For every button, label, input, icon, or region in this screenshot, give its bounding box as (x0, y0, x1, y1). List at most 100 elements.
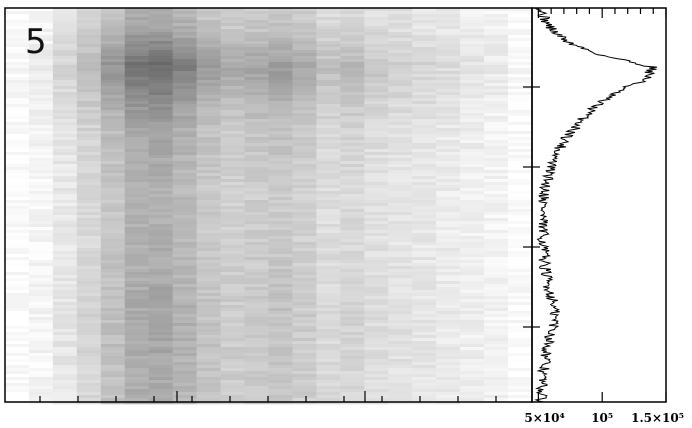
heatmap-cell (316, 125, 341, 129)
heatmap-column (196, 8, 222, 405)
heatmap-cell (28, 44, 54, 48)
heatmap-cell (148, 128, 174, 132)
heatmap-cell (28, 227, 54, 231)
heatmap-cell (388, 386, 413, 390)
heatmap-cell (220, 314, 246, 318)
heatmap-cell (316, 233, 341, 237)
heatmap-cell (268, 122, 294, 126)
heatmap-cell (436, 266, 461, 270)
heatmap-cell (412, 110, 437, 114)
heatmap-cell (484, 287, 509, 291)
heatmap-cell (268, 236, 294, 240)
heatmap-cell (484, 245, 509, 249)
heatmap-cell (28, 206, 54, 210)
heatmap-cell (244, 62, 270, 66)
heatmap-cell (148, 161, 174, 165)
heatmap-cell (436, 281, 461, 285)
heatmap-cell (244, 314, 270, 318)
heatmap-cell (100, 257, 126, 261)
heatmap-cell (388, 161, 413, 165)
heatmap-cell (460, 8, 485, 12)
heatmap-cell (100, 389, 126, 393)
heatmap-cell (52, 296, 78, 300)
heatmap-cell (196, 83, 222, 87)
heatmap-cell (52, 365, 78, 369)
heatmap-cell (436, 377, 461, 381)
heatmap-cell (436, 92, 461, 96)
heatmap-cell (292, 29, 317, 33)
heatmap-cell (412, 98, 437, 102)
heatmap-cell (196, 116, 222, 120)
heatmap-cell (460, 371, 485, 375)
heatmap-cell (5, 131, 30, 135)
heatmap-cell (52, 140, 78, 144)
heatmap-cell (5, 278, 30, 282)
heatmap-cell (244, 389, 270, 393)
heatmap-cell (268, 197, 294, 201)
heatmap-cell (52, 167, 78, 171)
heatmap-cell (244, 377, 270, 381)
heatmap-cell (268, 86, 294, 90)
heatmap-cell (508, 20, 533, 24)
heatmap-cell (364, 389, 389, 393)
heatmap-cell (220, 380, 246, 384)
heatmap-cell (76, 110, 102, 114)
heatmap-cell (28, 200, 54, 204)
heatmap-cell (436, 44, 461, 48)
heatmap-cell (196, 344, 222, 348)
heatmap-cell (100, 245, 126, 249)
heatmap-cell (436, 338, 461, 342)
heatmap-cell (28, 113, 54, 117)
heatmap-cell (340, 26, 365, 30)
heatmap-cell (100, 140, 126, 144)
heatmap-cell (5, 125, 30, 129)
heatmap-cell (28, 353, 54, 357)
heatmap-cell (340, 188, 365, 192)
heatmap-column (76, 8, 102, 405)
heatmap-cell (244, 278, 270, 282)
heatmap-cell (388, 71, 413, 75)
heatmap-cell (196, 296, 222, 300)
heatmap-cell (292, 329, 317, 333)
heatmap-cell (508, 170, 533, 174)
heatmap-cell (244, 161, 270, 165)
heatmap-cell (436, 356, 461, 360)
heatmap-cell (292, 221, 317, 225)
heatmap-cell (244, 32, 270, 36)
heatmap-cell (148, 53, 174, 57)
heatmap-column (172, 8, 198, 405)
heatmap-cell (52, 155, 78, 159)
heatmap-cell (148, 290, 174, 294)
heatmap-cell (148, 65, 174, 69)
heatmap-cell (76, 86, 102, 90)
heatmap-cell (52, 227, 78, 231)
heatmap-cell (148, 47, 174, 51)
heatmap-cell (412, 116, 437, 120)
profile-xtick-label: 5×10⁴ (524, 411, 564, 425)
heatmap-cell (220, 146, 246, 150)
heatmap-cell (340, 257, 365, 261)
heatmap-cell (76, 134, 102, 138)
heatmap-cell (28, 143, 54, 147)
heatmap-cell (364, 95, 389, 99)
heatmap-cell (412, 125, 437, 129)
heatmap-cell (28, 224, 54, 228)
heatmap-cell (52, 338, 78, 342)
heatmap-cell (100, 311, 126, 315)
heatmap-cell (436, 182, 461, 186)
heatmap-cell (28, 365, 54, 369)
heatmap-cell (124, 173, 150, 177)
heatmap-cell (124, 218, 150, 222)
heatmap-cell (196, 203, 222, 207)
heatmap-cell (484, 146, 509, 150)
heatmap-cell (436, 50, 461, 54)
heatmap-cell (436, 74, 461, 78)
heatmap-cell (316, 50, 341, 54)
heatmap-cell (124, 296, 150, 300)
heatmap-cell (5, 317, 30, 321)
heatmap-cell (268, 101, 294, 105)
heatmap-cell (268, 338, 294, 342)
heatmap-cell (196, 326, 222, 330)
heatmap-cell (316, 62, 341, 66)
heatmap-cell (508, 41, 533, 45)
